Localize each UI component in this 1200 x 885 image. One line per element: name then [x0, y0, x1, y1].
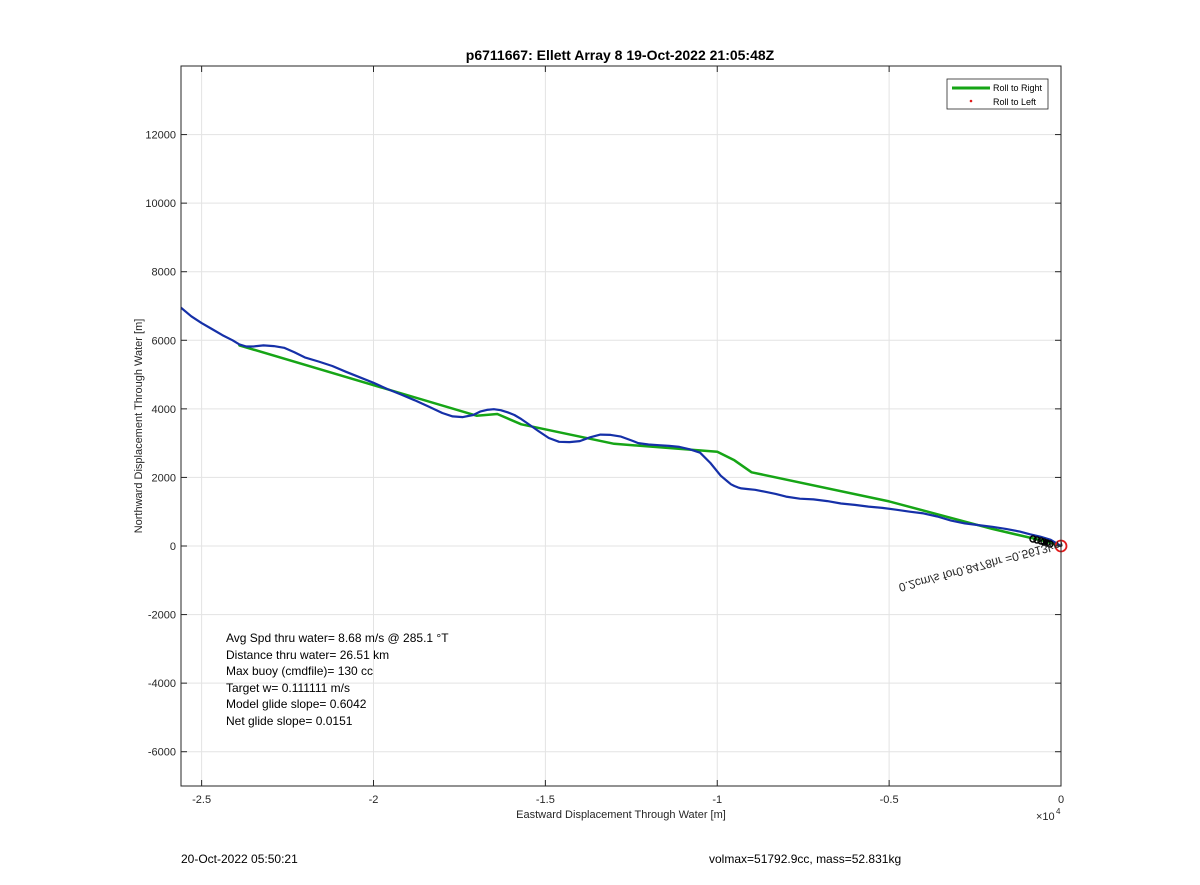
y-tick-label: 6000 — [152, 335, 176, 347]
x-tick-label: -0.5 — [880, 794, 899, 806]
y-tick-label: -4000 — [148, 678, 176, 690]
stats-block: Avg Spd thru water= 8.68 m/s @ 285.1 °T … — [226, 631, 449, 728]
plot-frame — [180, 65, 1062, 787]
surfacing-marker-square — [1043, 540, 1048, 545]
y-axis-label: Northward Displacement Through Water [m] — [133, 319, 145, 534]
stat-avg-speed: Avg Spd thru water= 8.68 m/s @ 285.1 °T — [226, 631, 449, 645]
y-tick-label: 12000 — [145, 130, 176, 142]
legend-label-roll-right: Roll to Right — [993, 83, 1043, 93]
y-tick-label: 4000 — [152, 404, 176, 416]
surfacing-marker — [1033, 536, 1041, 544]
y-tick-label: 0 — [170, 541, 176, 553]
stat-distance: Distance thru water= 26.51 km — [226, 648, 389, 662]
legend: Roll to Right Roll to Left — [946, 78, 1049, 110]
x-tick-label: -2.5 — [192, 794, 211, 806]
series-layer — [181, 306, 1061, 548]
x-tick-label: -1.5 — [536, 794, 555, 806]
axis-ticks: -2.5 -2 -1.5 -1 -0.5 0 -6000 -4000 -2000 0 2000 400… — [145, 66, 1064, 806]
y-tick-label: -6000 — [148, 747, 176, 759]
y-tick-label: 8000 — [152, 267, 176, 279]
x-multiplier: ×10 4 — [1036, 807, 1061, 823]
footer-info: volmax=51792.9cc, mass=52.831kg — [709, 852, 902, 866]
x-tick-label: 0 — [1058, 794, 1064, 806]
series-track-line — [181, 306, 1061, 548]
legend-label-roll-left: Roll to Left — [993, 97, 1037, 107]
stat-model-glide: Model glide slope= 0.6042 — [226, 697, 367, 711]
x-tick-label: -2 — [369, 794, 379, 806]
y-tick-label: -2000 — [148, 610, 176, 622]
y-tick-label: 2000 — [152, 472, 176, 484]
chart-title: p6711667: Ellett Array 8 19-Oct-2022 21:… — [466, 47, 775, 63]
y-tick-label: 10000 — [145, 198, 176, 210]
stat-net-glide: Net glide slope= 0.0151 — [226, 714, 353, 728]
legend-swatch-roll-left — [969, 99, 973, 103]
stat-target-w: Target w= 0.111111 m/s — [226, 681, 350, 695]
stat-max-buoy: Max buoy (cmdfile)= 130 cc — [226, 664, 373, 678]
x-multiplier-exponent: 4 — [1056, 807, 1061, 816]
legend-box — [946, 78, 1049, 110]
surfacing-marker — [1029, 535, 1037, 543]
series-roll-to-right-line — [238, 344, 1061, 548]
x-multiplier-base: ×10 — [1036, 811, 1055, 823]
x-axis-label: Eastward Displacement Through Water [m] — [516, 809, 726, 821]
plot-area — [181, 66, 1061, 786]
x-tick-label: -1 — [712, 794, 722, 806]
footer-timestamp: 20-Oct-2022 05:50:21 — [181, 852, 298, 866]
